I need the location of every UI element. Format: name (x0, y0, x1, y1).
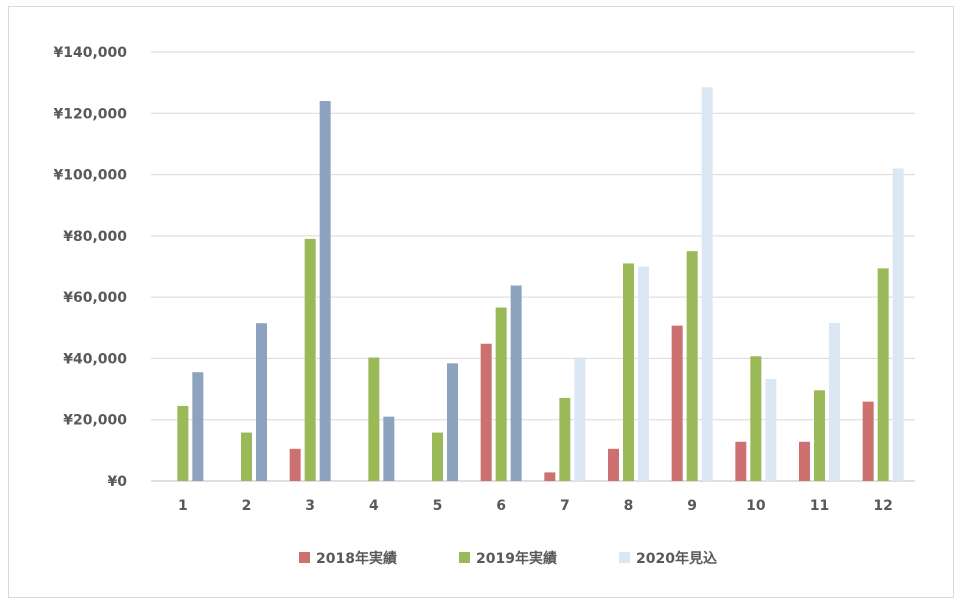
bar-series1-month-9 (671, 325, 683, 481)
gridlines (151, 51, 915, 482)
x-tick-label: 12 (873, 498, 892, 514)
x-tick-label: 9 (687, 498, 697, 514)
bar-series3-month-4 (383, 416, 395, 481)
legend-swatch (619, 552, 630, 563)
legend-swatch (299, 552, 310, 563)
bars (177, 87, 904, 482)
legend: 2018年実績 2019年実績 2020年見込 (299, 550, 717, 567)
bar-series1-month-7 (544, 472, 556, 481)
y-tick-label: ¥40,000 (63, 351, 127, 367)
x-tick-label: 4 (369, 498, 379, 514)
x-tick-label: 3 (305, 498, 315, 514)
x-tick-label: 8 (624, 498, 634, 514)
x-tick-label: 6 (496, 498, 506, 514)
bar-series3-month-3 (319, 101, 331, 482)
bar-series2-month-8 (623, 263, 634, 481)
bar-series2-month-6 (495, 307, 507, 481)
x-axis-ticks: 1 2 3 4 5 6 7 8 9 10 11 12 (178, 498, 893, 514)
bar-series3-month-1 (192, 372, 204, 481)
x-tick-label: 2 (242, 498, 252, 514)
bar-series3-month-11 (829, 322, 840, 481)
bar-series2-month-10 (750, 356, 762, 481)
bar-series3-month-7 (574, 357, 586, 481)
bar-series2-month-9 (686, 251, 698, 481)
bar-series3-month-8 (638, 266, 649, 481)
y-tick-label: ¥0 (108, 474, 128, 490)
legend-label: 2019年実績 (476, 550, 557, 567)
bar-series1-month-8 (608, 448, 619, 481)
bar-series3-month-12 (892, 168, 904, 481)
bar-series3-month-5 (447, 363, 458, 481)
bar-series1-month-3 (289, 448, 301, 481)
legend-swatch (459, 552, 470, 563)
y-tick-label: ¥140,000 (53, 45, 127, 61)
y-tick-label: ¥100,000 (53, 168, 127, 184)
x-tick-label: 7 (560, 498, 570, 514)
bar-series2-month-4 (368, 357, 380, 481)
bar-series1-month-11 (799, 441, 810, 481)
x-tick-label: 11 (810, 498, 829, 514)
bar-series2-month-2 (241, 432, 252, 481)
legend-label: 2020年見込 (636, 550, 717, 567)
bar-series3-month-10 (765, 378, 777, 481)
y-tick-label: ¥20,000 (63, 413, 127, 429)
y-tick-label: ¥60,000 (63, 290, 127, 306)
x-tick-label: 1 (178, 498, 188, 514)
bar-series1-month-12 (862, 401, 874, 481)
y-axis-ticks: ¥0 ¥20,000 ¥40,000 ¥60,000 ¥80,000 ¥100,000 ¥1… (53, 45, 127, 490)
bar-series1-month-6 (480, 343, 492, 481)
bar-series3-month-2 (256, 323, 267, 481)
y-tick-label: ¥80,000 (63, 229, 127, 245)
bar-series2-month-12 (877, 268, 889, 481)
y-tick-label: ¥120,000 (53, 106, 127, 122)
bar-series1-month-10 (735, 441, 747, 481)
x-tick-label: 5 (433, 498, 443, 514)
bar-series2-month-5 (432, 432, 443, 481)
bar-series2-month-7 (559, 397, 571, 481)
bar-series2-month-1 (177, 405, 189, 481)
x-tick-label: 10 (746, 498, 766, 514)
bar-series2-month-3 (304, 238, 316, 481)
chart-frame: ¥0 ¥20,000 ¥40,000 ¥60,000 ¥80,000 ¥100,000 ¥1… (8, 6, 954, 598)
legend-label: 2018年実績 (316, 550, 397, 567)
bar-series2-month-11 (814, 390, 825, 481)
bar-series3-month-6 (510, 285, 522, 481)
bar-series3-month-9 (701, 87, 713, 481)
bar-chart: ¥0 ¥20,000 ¥40,000 ¥60,000 ¥80,000 ¥100,000 ¥1… (53, 45, 915, 567)
